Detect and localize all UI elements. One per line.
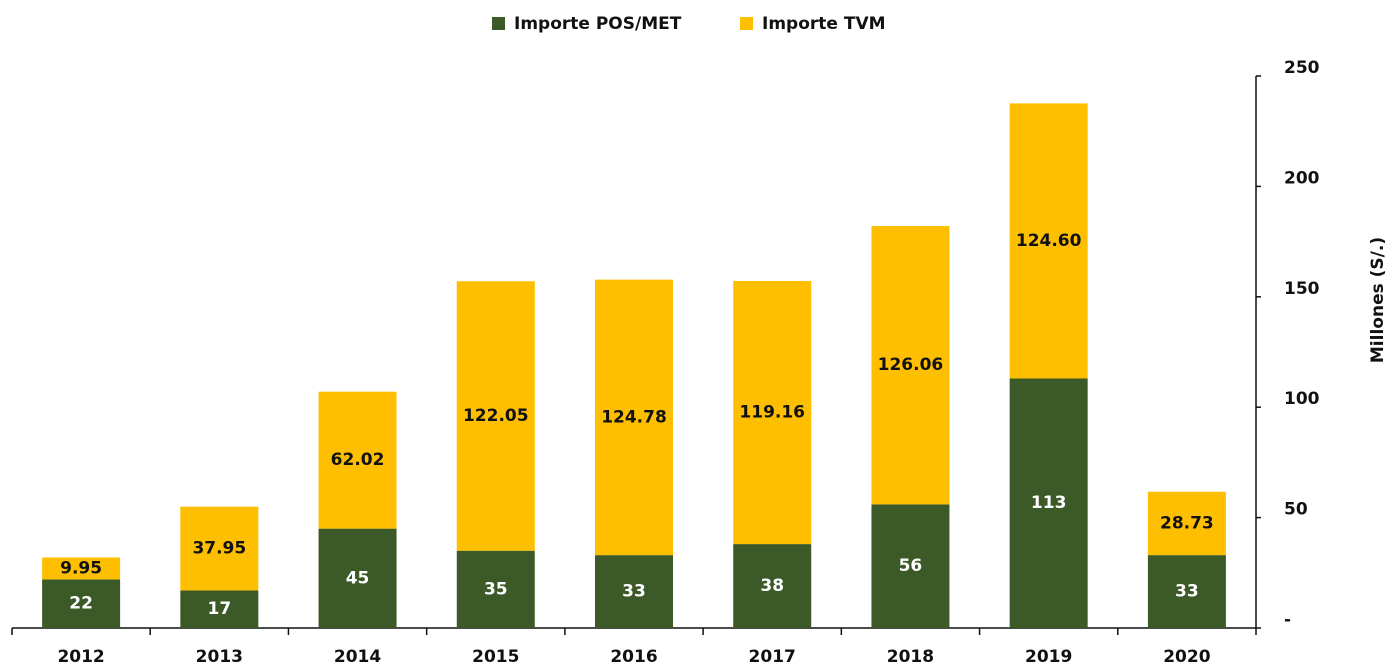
bar-segment [871, 226, 950, 505]
x-tick-label: 2016 [610, 647, 657, 667]
bar-segment [456, 281, 535, 551]
x-tick-label: 2019 [1025, 647, 1072, 667]
data-label: 62.02 [331, 450, 385, 470]
data-label: 124.60 [1016, 231, 1082, 251]
data-label: 35 [484, 579, 508, 599]
data-label: 9.95 [60, 558, 102, 578]
x-tick-label: 2012 [57, 647, 104, 667]
y-tick-label: 250 [1284, 58, 1320, 78]
x-tick-label: 2017 [749, 647, 796, 667]
data-label: 119.16 [739, 403, 805, 423]
bar-segment [318, 391, 397, 529]
y-axis-label: Millones (S/.) [1368, 237, 1385, 363]
bar-segment [595, 555, 673, 628]
data-label: 124.78 [601, 407, 667, 427]
y-tick-label: 200 [1284, 168, 1320, 188]
bar-segment [456, 550, 535, 628]
data-label: 28.73 [1160, 513, 1214, 533]
bar-segment [1009, 103, 1088, 379]
data-label: 17 [207, 599, 231, 619]
data-label: 113 [1031, 493, 1067, 513]
legend-swatch [492, 17, 505, 30]
bar-segment [180, 506, 259, 591]
legend-swatch [740, 17, 753, 30]
data-label: 122.05 [463, 406, 529, 426]
data-label: 33 [1175, 582, 1199, 602]
bar-segment [318, 528, 397, 628]
bar-segment [180, 590, 259, 628]
data-label: 37.95 [192, 539, 246, 559]
x-tick-label: 2013 [196, 647, 243, 667]
y-tick-label: 50 [1284, 500, 1308, 520]
x-tick-label: 2014 [334, 647, 381, 667]
bar-segment [42, 557, 121, 580]
x-tick-label: 2015 [472, 647, 519, 667]
bar-segment [42, 579, 121, 628]
data-label: 45 [346, 568, 370, 588]
data-label: 33 [622, 582, 646, 602]
data-label: 22 [69, 594, 93, 614]
data-label: 56 [899, 556, 923, 576]
x-tick-label: 2020 [1163, 647, 1210, 667]
bar-segment [1147, 491, 1226, 556]
bar-segment [733, 544, 812, 628]
legend-label: Importe POS/MET [514, 14, 682, 34]
bar-segment [595, 279, 673, 556]
x-tick-label: 2018 [887, 647, 934, 667]
data-label: 38 [760, 576, 784, 596]
bar-segment [871, 504, 950, 628]
bar-segment [1147, 555, 1226, 628]
y-tick-label: - [1284, 610, 1291, 630]
data-label: 126.06 [878, 355, 944, 375]
y-tick-label: 150 [1284, 279, 1320, 299]
bar-segment [733, 280, 812, 545]
legend-label: Importe TVM [762, 14, 886, 34]
y-tick-label: 100 [1284, 389, 1320, 409]
bar-segment [1009, 378, 1088, 628]
